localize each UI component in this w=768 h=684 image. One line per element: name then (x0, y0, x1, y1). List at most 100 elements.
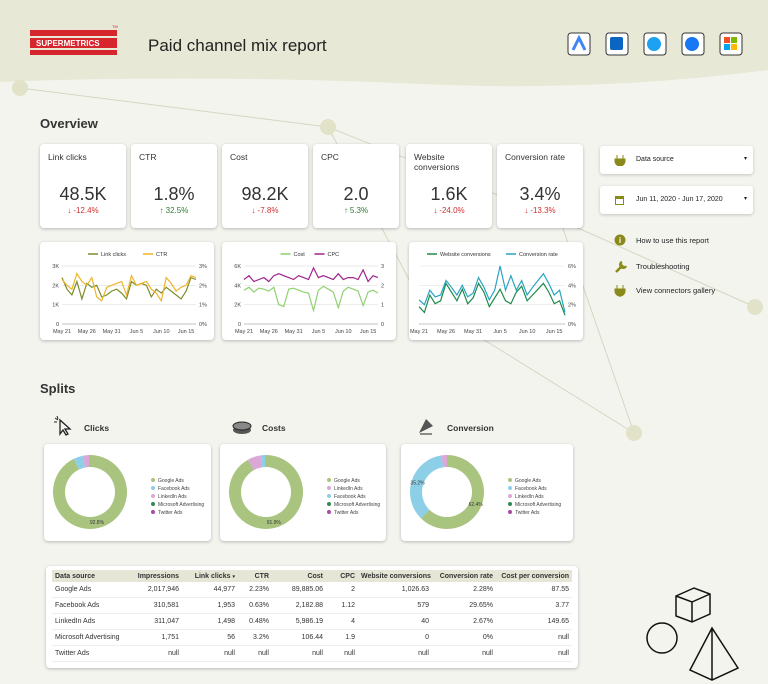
legend-label: Link clicks (101, 252, 126, 258)
y-tick-label: 0 (56, 322, 59, 328)
line-series (243, 266, 379, 283)
x-tick-label: Jun 15 (178, 329, 195, 335)
data-label: 62.4% (469, 502, 484, 508)
section-title: Splits (40, 381, 76, 396)
header-row: Data source Impressions Link clicks ▾ CTR Cos… (52, 570, 572, 582)
legend-dot (327, 510, 331, 514)
donut-segment (247, 455, 263, 471)
kpi-label: CPC (321, 152, 339, 162)
legend-label: LinkedIn Ads (334, 486, 363, 492)
column-header: Cost (272, 570, 326, 582)
kpi-change: ↓ -12.4% (40, 206, 126, 215)
column-header: CTR (238, 570, 272, 582)
connector-icons (567, 32, 743, 56)
donut-card: 92.8% Google Ads Facebook Ads LinkedIn Ads M… (44, 444, 211, 541)
data-label: 35.2% (410, 480, 425, 486)
table-cell: 3.77 (555, 602, 569, 609)
kpi-change-value: 5.3% (349, 206, 369, 215)
table-row: Google Ads 2,017,946 44,977 2.23% 89,885.06 2… (52, 582, 572, 598)
x-tick-label: Jun 10 (335, 329, 352, 335)
table-cell: 2.23% (249, 586, 269, 593)
legend-dot (327, 478, 331, 482)
legend-dot (508, 502, 512, 506)
y2-tick-label: 0 (381, 322, 384, 328)
kpi-value: 1.6K (430, 184, 468, 204)
donut-segment (73, 455, 86, 470)
donut-segment (53, 455, 127, 529)
table-cell: 2,017,946 (147, 586, 179, 593)
x-tick-label: May 21 (235, 329, 253, 335)
table-cell: 310,581 (153, 602, 179, 609)
legend-label: Website conversions (440, 252, 491, 258)
data-label: 92.8% (90, 520, 105, 526)
table-cell: 311,047 (154, 618, 179, 625)
help-link[interactable]: View connectors gallery (636, 286, 716, 295)
split-title: Clicks (84, 423, 110, 433)
column-header: Website conversions (358, 570, 432, 582)
legend-label: Microsoft Advertising (334, 502, 380, 508)
table-cell: null (312, 650, 323, 657)
table-cell: 2 (351, 586, 355, 593)
x-tick-label: May 21 (53, 329, 71, 335)
help-link[interactable]: Troubleshooting (636, 262, 690, 271)
x-tick-label: Jun 5 (493, 329, 506, 335)
kpi-change: ↓ -13.3% (497, 206, 583, 215)
column-header: Impressions (128, 570, 182, 582)
data-source-select[interactable]: Data source ▾ (600, 146, 753, 174)
help-link[interactable]: How to use this report (636, 236, 709, 245)
trend-arrow: ↓ (67, 206, 72, 215)
table-cell: 0% (482, 634, 493, 641)
line-series (61, 276, 197, 301)
donut-chart: 92.8% Google Ads Facebook Ads LinkedIn Ads M… (53, 455, 204, 529)
x-tick-label: May 21 (410, 329, 428, 335)
legend-label: LinkedIn Ads (158, 494, 187, 500)
sort-indicator: ▾ (232, 573, 235, 580)
kpi-change-value: -7.8% (257, 206, 279, 215)
table-cell: null (418, 650, 429, 657)
y-tick-label: 0 (238, 322, 241, 328)
cursor-icon (54, 416, 72, 436)
table-row: Microsoft Advertising 1,751 56 3.2% 106.44 1.… (52, 630, 572, 646)
kpi-change-value: -12.4% (73, 206, 99, 215)
column-header: Cost per conversion (496, 570, 572, 582)
x-tick-label: May 26 (260, 329, 278, 335)
legend-dot (327, 502, 331, 506)
y-tick-label: 6K (234, 264, 241, 270)
date-range-select[interactable]: Jun 11, 2020 - Jun 17, 2020 ▾ (600, 186, 753, 214)
table-row: Facebook Ads 310,581 1,953 0.63% 2,182.88 1.1… (52, 598, 572, 614)
kpi-card: CTR 1.8% ↑ 32.5% (131, 144, 217, 228)
line-chart: 0 2K 4K 6K 0 1 2 3 May 21 May 26 May 31 Jun 5 Jun 10… (234, 252, 384, 335)
donut-chart: 91.9% Google Ads LinkedIn Ads Facebook Ads M… (229, 455, 380, 529)
trend-arrow: ↓ (524, 206, 529, 215)
y2-tick-label: 1% (199, 303, 207, 309)
donut-card: 91.9% Google Ads LinkedIn Ads Facebook Ads M… (220, 444, 386, 541)
date-range-label: Jun 11, 2020 - Jun 17, 2020 (636, 196, 723, 203)
column-header-text: Impressions (137, 572, 179, 580)
table-cell: 89,885.06 (291, 586, 323, 593)
column-header-text: CTR (254, 572, 269, 580)
kpi-change: ↓ -7.8% (222, 206, 308, 215)
data-source-label: Data source (636, 156, 674, 163)
legend-label: Conversion rate (519, 252, 558, 258)
legend-label: Facebook Ads (158, 486, 190, 492)
calendar-icon (615, 196, 624, 205)
y-tick-label: 1K (52, 303, 59, 309)
y2-tick-label: 1 (381, 303, 384, 309)
kpi-card: Conversion rate 3.4% ↓ -13.3% (497, 144, 583, 228)
kpi-value: 2.0 (343, 184, 369, 204)
table-cell: Facebook Ads (55, 602, 100, 609)
legend-label: Twitter Ads (158, 510, 183, 516)
split-title: Conversion (447, 423, 494, 433)
donut-segment (82, 455, 90, 468)
legend-label: Facebook Ads (515, 486, 547, 492)
line-series (61, 272, 197, 303)
y2-tick-label: 3 (381, 264, 384, 270)
table-cell: 0 (425, 634, 429, 641)
trend-arrow: ↓ (433, 206, 438, 215)
table-cell: 29.65% (469, 602, 493, 609)
y2-tick-label: 4% (568, 283, 576, 289)
kpi-value: 3.4% (519, 184, 561, 204)
y2-tick-label: 2 (381, 283, 384, 289)
logo-text: SUPERMETRICS (36, 39, 100, 48)
